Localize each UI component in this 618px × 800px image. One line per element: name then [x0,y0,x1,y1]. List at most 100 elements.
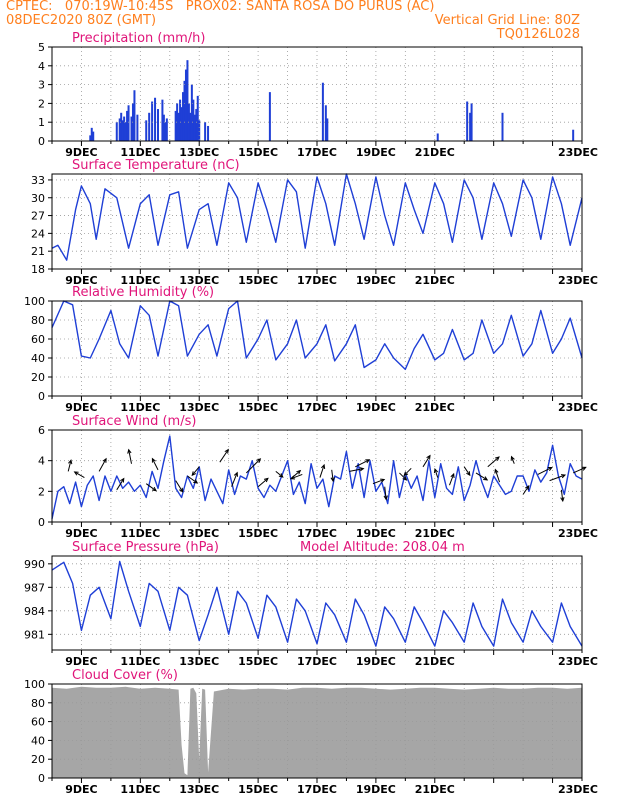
wind-vector-head [581,466,587,471]
precip-bar [183,80,186,141]
wind-vector-head [193,479,199,484]
panel-6: Cloud Cover (%) 0 20 40 60 80 100 9DEC 11DEC 13DE… [24,668,598,796]
panel-title: Relative Humidity (%) [72,285,214,300]
precip-bar [92,131,95,141]
precip-bar [177,112,180,141]
x-tick-label: 15DEC [238,655,278,668]
wind-vector [494,469,501,483]
precip-bar [120,112,123,141]
panel-title: Precipitation (mm/h) [72,31,205,46]
precip-bar [268,92,271,141]
x-tick-label: 13DEC [179,401,219,414]
x-tick-label: 17DEC [297,146,337,159]
x-tick-label: 11DEC [120,274,160,287]
y-tick-label: 27 [31,210,45,223]
y-tick-label: 60 [31,716,45,729]
precip-bar [182,92,185,141]
wind-vector-head [466,471,471,477]
x-tick-label: 13DEC [179,274,219,287]
y-tick-label: 18 [31,263,45,276]
y-tick-label: 5 [38,41,45,54]
wind-vector-head [383,495,388,501]
wind-vector [151,458,159,471]
wind-vector [98,458,107,472]
wind-vector-head [380,478,386,483]
wind-vector-head [73,471,79,476]
wind-vector-head [296,469,302,475]
y-tick-label: 4 [38,455,45,468]
precip-bar [162,114,165,141]
wind-vector-head [263,477,269,483]
x-tick-label: 21DEC [415,783,455,796]
wind-vector-head [191,471,197,477]
x-tick-label: 9DEC [65,146,97,159]
wind-vector-head [560,474,567,479]
x-tick-label: 13DEC [179,655,219,668]
wind-vector-head [510,455,515,461]
wind-vector-head [224,448,229,454]
precip-bar [193,114,196,141]
y-tick-label: 0 [38,516,45,529]
wind-vector [331,469,334,482]
y-tick-label: 1 [38,116,45,129]
x-tick-label: 13DEC [179,146,219,159]
panel-1: Precipitation (mm/h) 0 1 2 3 4 5 9DEC 11DEC 13DEC… [38,31,598,159]
panel-title: Surface Temperature (nC) [72,158,240,173]
x-tick-label: 11DEC [120,783,160,796]
precip-bar [157,109,159,141]
precip-bar [164,122,167,141]
wind-vector-head [120,477,125,483]
series-line [51,300,583,371]
precip-bar [121,120,124,141]
wind-vector [187,475,198,484]
wind-vector-head [483,476,489,481]
x-tick-label: 15DEC [238,401,278,414]
wind-vector-head [278,473,284,478]
wind-vector-head [127,448,132,454]
x-tick-label: 15DEC [238,527,278,540]
wind-vector-head [233,471,238,477]
wind-vector-head [403,471,409,477]
x-tick-label: 15DEC [238,146,278,159]
precip-bar [179,99,182,141]
y-tick-label: 80 [31,314,45,327]
wind-vector-head [151,486,157,492]
precip-bar [136,114,139,141]
wind-vector [403,467,412,476]
wind-vector-head [359,467,365,472]
x-tick-label: 13DEC [179,527,219,540]
y-tick-label: 987 [24,581,45,594]
precip-bar [174,110,177,141]
wind-vector [549,474,566,482]
wind-vector [463,466,471,476]
precip-bar [115,122,118,141]
panel-3: Relative Humidity (%) 0 20 40 60 80 100 9DEC 11D… [24,285,598,414]
x-tick-label: 9DEC [65,655,97,668]
x-tick-label: 23DEC [558,401,598,414]
precip-bar [124,122,127,141]
y-tick-label: 981 [24,628,45,641]
x-tick-label: 11DEC [120,655,160,668]
x-tick-label: 21DEC [415,274,455,287]
panel-title: Surface Pressure (hPa) [72,540,219,555]
precip-bar [189,112,192,141]
y-tick-label: 21 [31,245,45,258]
y-tick-label: 40 [31,352,45,365]
wind-vector [384,486,387,500]
wind-vector [449,473,455,486]
x-tick-label: 23DEC [558,527,598,540]
x-tick-label: 9DEC [65,401,97,414]
precip-bar [436,133,439,141]
wind-vector [191,466,200,476]
x-tick-label: 21DEC [415,401,455,414]
wind-vector [275,471,284,478]
y-tick-label: 60 [31,333,45,346]
wind-vector-head [330,477,335,483]
precip-bar [572,129,575,141]
precip-bar [470,103,473,141]
precip-bar [161,99,164,141]
y-tick-label: 100 [24,295,45,308]
panel-4: Surface Wind (m/s) 0 2 4 6 9DEC 11DEC 13DEC 15DE… [38,414,598,540]
precip-bar [466,101,469,141]
wind-vector [422,455,431,468]
